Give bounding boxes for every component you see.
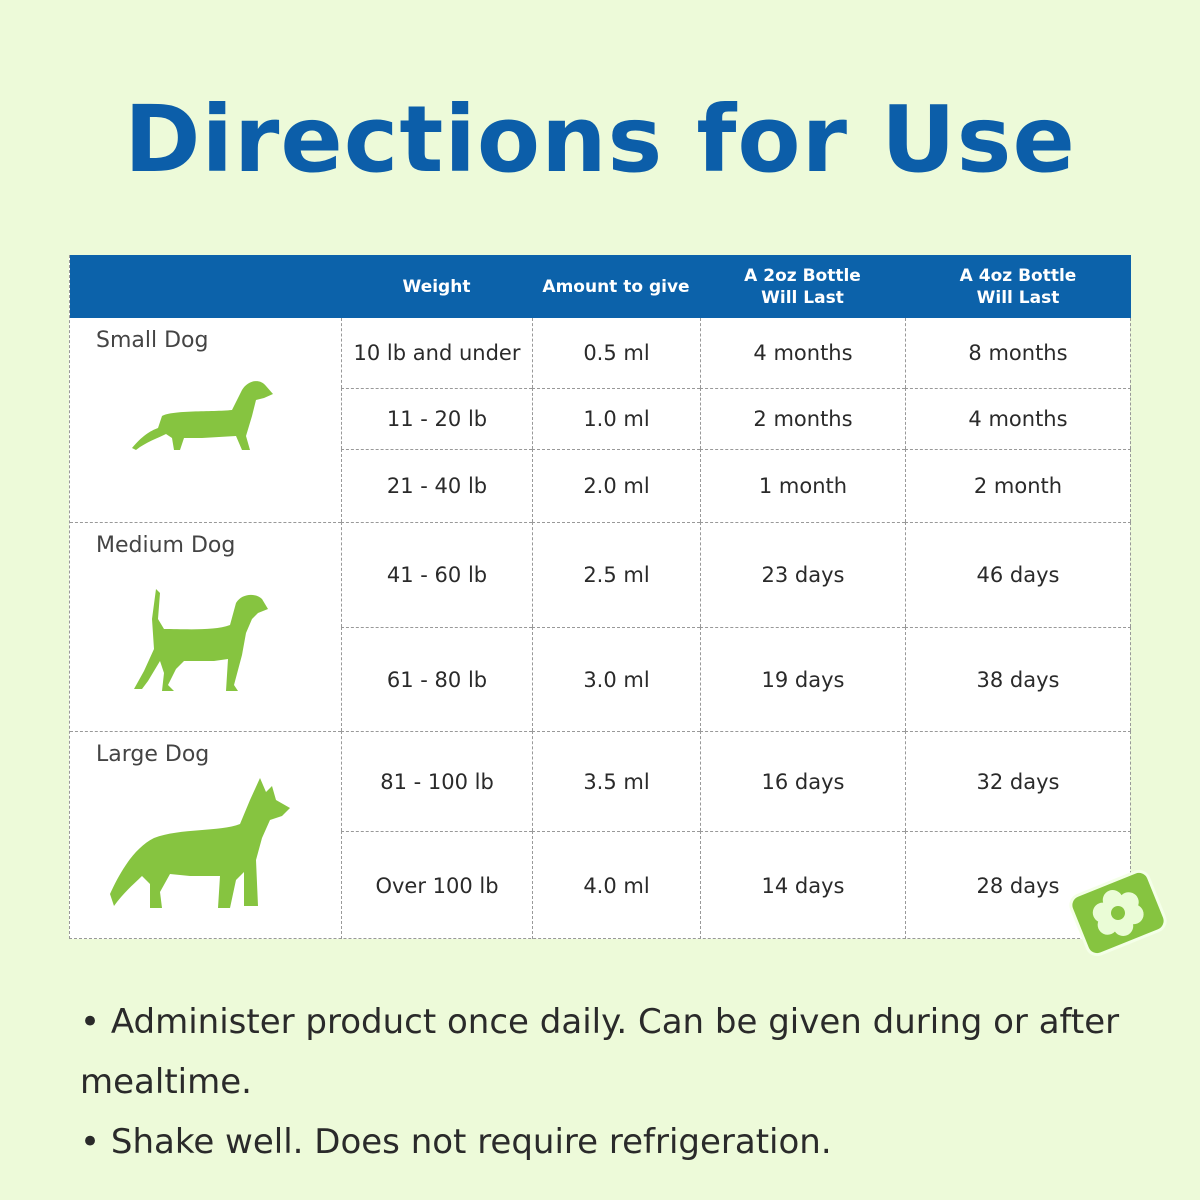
table-cell: 21 - 40 lb	[341, 449, 532, 522]
husky-icon	[110, 778, 290, 908]
table-cell: 10 lb and under	[341, 318, 532, 388]
group-label: Medium Dog	[96, 533, 236, 558]
table-cell: 19 days	[700, 627, 905, 731]
table-cell: Over 100 lb	[341, 831, 532, 939]
table-cell: 61 - 80 lb	[341, 627, 532, 731]
note-text: Administer product once daily. Can be gi…	[80, 1002, 1120, 1102]
table-cell: 16 days	[700, 731, 905, 831]
note-item: • Shake well. Does not require refrigera…	[80, 1122, 832, 1162]
table-cell: 2.5 ml	[532, 522, 700, 627]
table-cell: 4 months	[905, 388, 1131, 449]
table-cell: 3.0 ml	[532, 627, 700, 731]
header-weight: Weight	[402, 276, 471, 297]
table-cell: 23 days	[700, 522, 905, 627]
group-large-dog: Large Dog	[70, 731, 341, 939]
brand-logo	[1065, 866, 1171, 960]
table-cell: 28 days	[905, 831, 1131, 939]
header-4oz: A 4oz Bottle Will Last	[959, 265, 1077, 308]
note-item: • Administer product once daily. Can be …	[80, 1002, 1120, 1102]
table-cell: 38 days	[905, 627, 1131, 731]
group-small-dog: Small Dog	[70, 318, 341, 522]
group-medium-dog: Medium Dog	[70, 522, 341, 731]
usage-notes: • Administer product once daily. Can be …	[80, 992, 1200, 1172]
table-cell: 81 - 100 lb	[341, 731, 532, 831]
table-cell: 41 - 60 lb	[341, 522, 532, 627]
table-cell: 2 month	[905, 449, 1131, 522]
table-cell: 2 months	[700, 388, 905, 449]
dosage-table: Weight Amount to give A 2oz Bottle Will …	[69, 255, 1131, 939]
flower-icon	[1092, 890, 1144, 936]
header-2oz: A 2oz Bottle Will Last	[744, 265, 861, 308]
beagle-icon	[134, 589, 268, 691]
table-cell: 11 - 20 lb	[341, 388, 532, 449]
header-amount: Amount to give	[542, 276, 690, 297]
table-cell: 1.0 ml	[532, 388, 700, 449]
table-cell: 32 days	[905, 731, 1131, 831]
table-cell: 0.5 ml	[532, 318, 700, 388]
group-label: Large Dog	[96, 742, 210, 767]
group-label: Small Dog	[96, 328, 209, 353]
table-cell: 14 days	[700, 831, 905, 939]
note-text: Shake well. Does not require refrigerati…	[110, 1122, 832, 1162]
table-cell: 4.0 ml	[532, 831, 700, 939]
table-cell: 2.0 ml	[532, 449, 700, 522]
table-cell: 3.5 ml	[532, 731, 700, 831]
table-header: Weight Amount to give A 2oz Bottle Will …	[70, 255, 1131, 318]
table-cell: 46 days	[905, 522, 1131, 627]
dachshund-icon	[132, 381, 273, 450]
table-cell: 4 months	[700, 318, 905, 388]
table-cell: 1 month	[700, 449, 905, 522]
page-title: Directions for Use	[124, 86, 1076, 193]
table-cell: 8 months	[905, 318, 1131, 388]
